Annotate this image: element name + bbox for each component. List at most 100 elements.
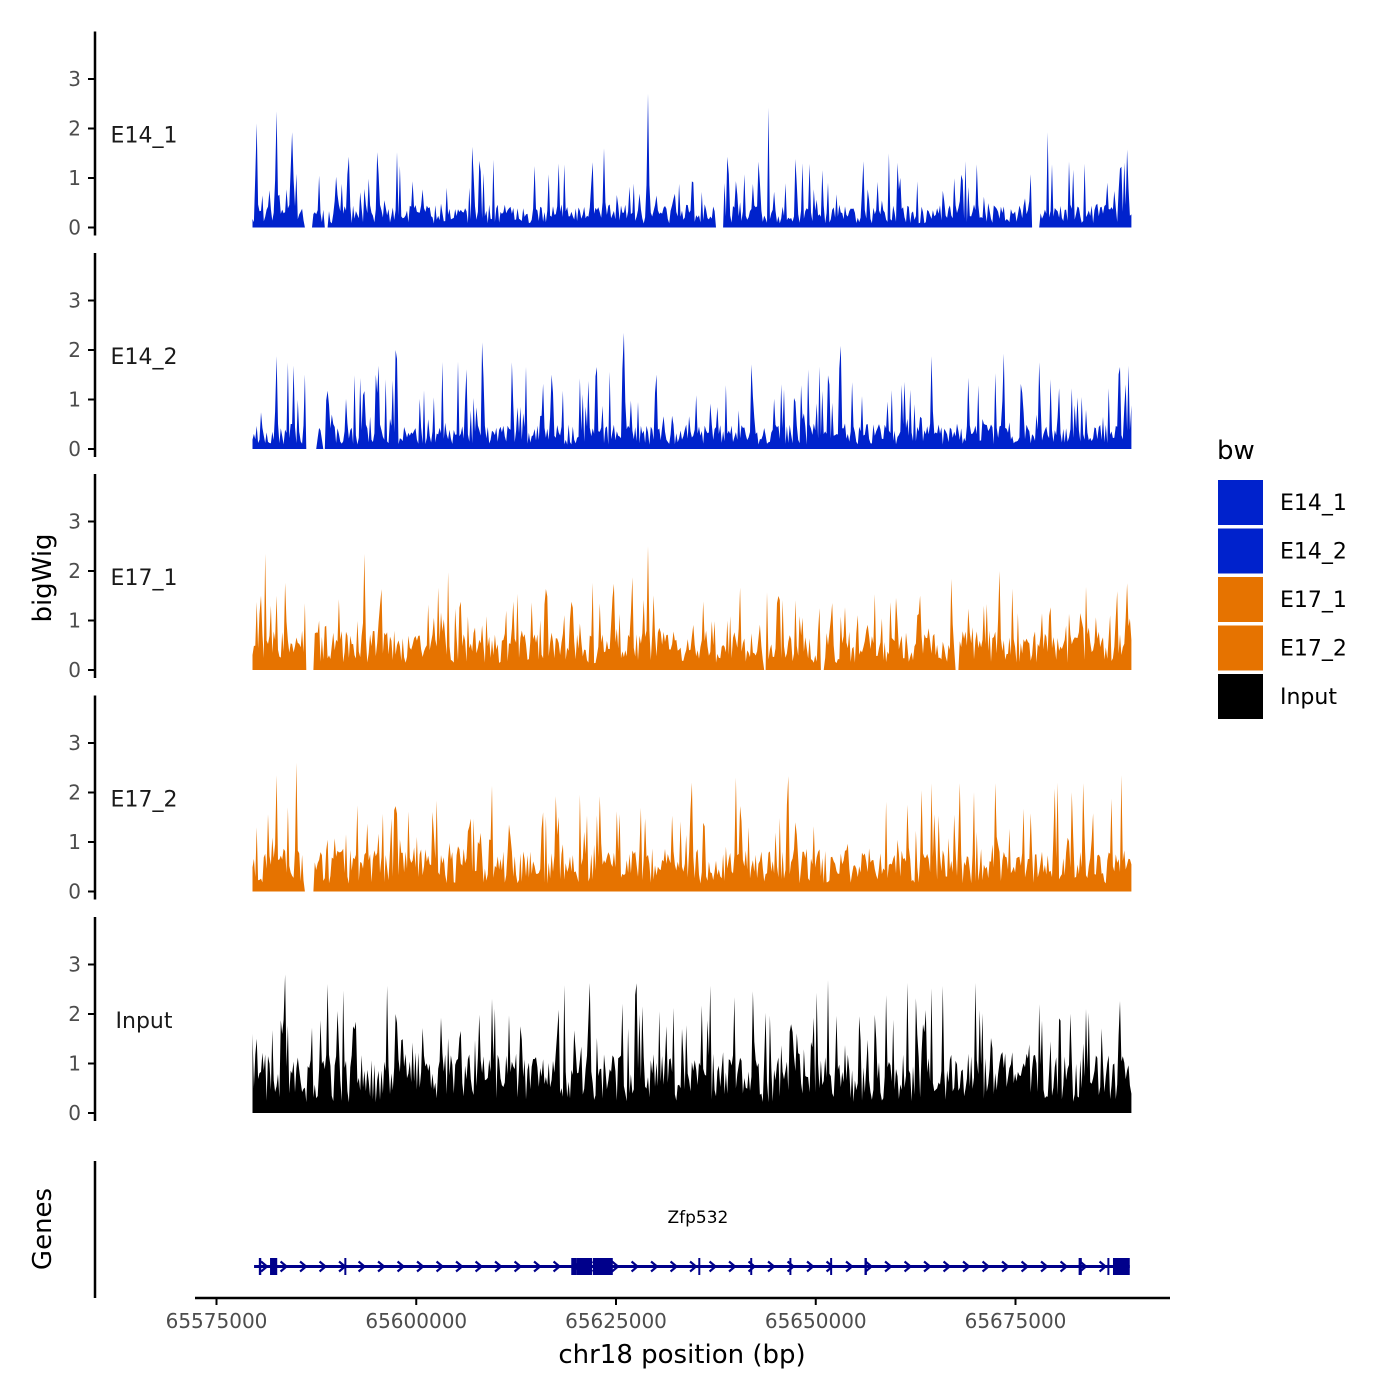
- strand-arrow: [513, 1260, 523, 1273]
- track-label: E17_2: [111, 788, 178, 813]
- gene-exon: [864, 1258, 867, 1275]
- y-tick-label: 3: [68, 731, 81, 755]
- x-axis: 65575000 65600000 65625000 65650000 65675000: [166, 1296, 1170, 1333]
- strand-arrow: [903, 1260, 913, 1273]
- y-tick-label: 2: [68, 338, 81, 362]
- strand-arrow: [669, 1260, 679, 1273]
- strand-arrow: [708, 1260, 718, 1273]
- strand-arrow: [825, 1260, 835, 1273]
- track-input: 0 1 2 3 Input: [68, 917, 1132, 1125]
- strand-arrow: [650, 1260, 659, 1273]
- legend-label: E17_1: [1280, 588, 1347, 613]
- gene-exon: [270, 1258, 278, 1275]
- strand-arrow: [1059, 1260, 1069, 1273]
- y-tick-label: 2: [68, 1002, 81, 1026]
- strand-arrow: [1079, 1260, 1088, 1273]
- x-tick-label: 65625000: [565, 1309, 667, 1333]
- track-label: E14_1: [111, 124, 178, 149]
- strand-arrow: [630, 1260, 640, 1273]
- strand-arrow: [552, 1260, 562, 1273]
- y-tick-label: 3: [68, 510, 81, 534]
- signal-area: [252, 93, 1132, 228]
- strand-arrow: [864, 1260, 874, 1273]
- gene-exon: [1078, 1258, 1082, 1275]
- strand-arrow: [318, 1260, 328, 1273]
- y-tick-label: 1: [68, 1052, 81, 1076]
- strand-arrow: [260, 1260, 269, 1273]
- gene-exon: [344, 1258, 347, 1275]
- y-tick-label: 3: [68, 953, 81, 977]
- y-tick-label: 0: [68, 658, 81, 682]
- legend-swatch: [1218, 625, 1263, 671]
- y-tick-label: 0: [68, 216, 81, 240]
- y-tick-label: 1: [68, 388, 81, 412]
- strand-arrow: [845, 1260, 854, 1273]
- gene-exon: [1112, 1258, 1130, 1275]
- strand-arrow: [884, 1260, 893, 1273]
- genes-axis-title: Genes: [28, 1188, 58, 1270]
- gene-exon: [830, 1258, 833, 1275]
- strand-arrow: [474, 1260, 484, 1273]
- strand-arrow: [416, 1260, 425, 1273]
- strand-arrow: [981, 1260, 991, 1273]
- gene-exon: [698, 1258, 701, 1275]
- gene-exon: [571, 1258, 577, 1275]
- gene-label: Zfp532: [667, 1208, 728, 1228]
- strand-arrow: [942, 1260, 952, 1273]
- tracks-layer: 0 1 2 3 E14_1 0 1 2 3 E14_2 0 1 2 3 E17_1 0 1 2 3 E17_2 0 1 2 3…: [68, 31, 1132, 1125]
- strand-arrow: [494, 1260, 503, 1273]
- y-tick-label: 2: [68, 781, 81, 805]
- x-tick-label: 65575000: [166, 1309, 268, 1333]
- strand-arrow: [767, 1260, 776, 1273]
- strand-arrow: [806, 1260, 815, 1273]
- strand-arrow: [728, 1260, 737, 1273]
- gene-exon: [592, 1258, 613, 1275]
- y-tick-label: 2: [68, 559, 81, 583]
- genes-layer: Zfp532: [93, 1161, 1130, 1298]
- strand-arrow: [962, 1260, 971, 1273]
- strand-arrow: [1040, 1260, 1049, 1273]
- y-tick-label: 3: [68, 67, 81, 91]
- y-tick-label: 1: [68, 166, 81, 190]
- gene-exon: [258, 1258, 262, 1275]
- legend-label: E14_1: [1280, 491, 1347, 516]
- gene-exon: [750, 1258, 753, 1275]
- legend-swatch: [1218, 577, 1263, 622]
- strand-arrow: [1098, 1260, 1108, 1273]
- strand-arrow: [357, 1260, 367, 1273]
- y-tick-label: 1: [68, 609, 81, 633]
- legend-label: Input: [1280, 685, 1337, 710]
- legend-label: E14_2: [1280, 540, 1347, 565]
- x-tick-label: 65650000: [765, 1309, 867, 1333]
- gene-zfp532: Zfp532: [254, 1208, 1130, 1275]
- y-tick-label: 2: [68, 117, 81, 141]
- x-axis-title: chr18 position (bp): [558, 1340, 805, 1370]
- y-tick-label: 0: [68, 880, 81, 904]
- strand-arrow: [455, 1260, 464, 1273]
- strand-arrow: [689, 1260, 698, 1273]
- signal-area: [252, 332, 1132, 449]
- gene-exon: [576, 1258, 593, 1275]
- track-e17-2: 0 1 2 3 E17_2: [68, 695, 1132, 904]
- strand-arrow: [923, 1260, 932, 1273]
- x-tick-label: 65600000: [365, 1309, 467, 1333]
- y-tick-label: 0: [68, 1101, 81, 1125]
- legend-swatch: [1218, 674, 1263, 719]
- track-e14-1: 0 1 2 3 E14_1: [68, 31, 1132, 240]
- y-tick-label: 0: [68, 437, 81, 461]
- strand-arrow: [1020, 1260, 1030, 1273]
- legend-label: E17_2: [1280, 637, 1347, 662]
- gene-exon: [1107, 1258, 1110, 1275]
- track-label: E14_2: [111, 345, 178, 370]
- y-tick-label: 3: [68, 289, 81, 313]
- strand-arrow: [299, 1260, 308, 1273]
- strand-arrow: [435, 1260, 445, 1273]
- signal-area: [252, 974, 1132, 1113]
- strand-arrow: [611, 1260, 620, 1273]
- signal-area: [252, 762, 1132, 892]
- strand-arrow: [377, 1260, 386, 1273]
- track-label: E17_1: [111, 566, 178, 591]
- signal-area: [252, 546, 1132, 670]
